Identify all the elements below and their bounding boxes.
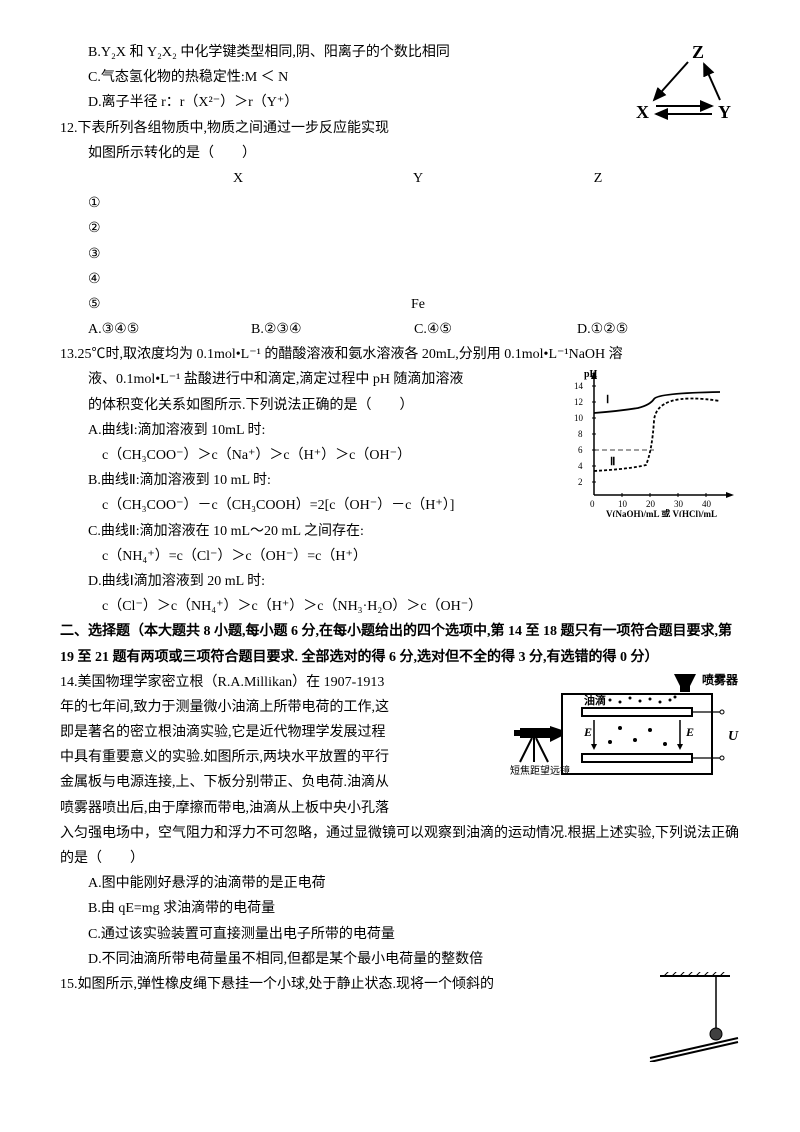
q12-table-header: X Y Z <box>60 166 740 191</box>
q14-l6: 喷雾器喷出后,由于摩擦而带电,油滴从上板中央小孔落 <box>60 796 740 821</box>
node-x: X <box>636 102 649 122</box>
svg-text:U: U <box>728 729 739 744</box>
q13-d2: c（Cl⁻）＞c（NH₄⁺）＞c（H⁺）＞c（NH₃·H₂O）＞c（OH⁻） <box>60 594 740 619</box>
svg-text:Ⅱ: Ⅱ <box>610 456 615 468</box>
svg-text:10: 10 <box>574 413 584 423</box>
node-y: Y <box>718 102 731 122</box>
svg-text:Ⅰ: Ⅰ <box>606 394 609 406</box>
node-z: Z <box>692 42 704 62</box>
q14-b: B.由 qE=mg 求油滴带的电荷量 <box>60 896 740 921</box>
q12-stem-2: 如图所示转化的是（ ） <box>60 141 740 166</box>
svg-text:E: E <box>685 725 694 739</box>
q12-row-2: ② <box>60 216 740 241</box>
q12-opt-d: D.①②⑤ <box>577 317 740 342</box>
millikan-diagram: 喷雾器 油滴 E E U 短焦距望远镜 <box>510 670 740 790</box>
ph-chart: pH 2 4 6 8 10 12 14 0 10 20 30 40 V(NaOH… <box>570 367 740 507</box>
q13-c1: C.曲线Ⅱ:滴加溶液在 10 mL～20 mL 之间存在: <box>60 519 740 544</box>
svg-text:油滴: 油滴 <box>584 693 606 707</box>
q14-l7: 入匀强电场中，空气阻力和浮力不可忽略，通过显微镜可以观察到油滴的运动情况.根据上… <box>60 821 740 871</box>
q12-opt-a: A.③④⑤ <box>88 317 251 342</box>
svg-text:E: E <box>583 725 592 739</box>
section-2-title: 二、选择题（本大题共 8 小题,每小题 6 分,在每小题给出的四个选项中,第 1… <box>60 619 740 669</box>
q12-opt-b: B.②③④ <box>251 317 414 342</box>
q12-row-1: ① <box>60 191 740 216</box>
q12-row-5: ⑤Fe <box>60 292 740 317</box>
svg-text:0: 0 <box>590 499 595 509</box>
svg-text:短焦距望远镜: 短焦距望远镜 <box>510 764 570 777</box>
svg-text:14: 14 <box>574 381 584 391</box>
q13-stem-1: 13.25℃时,取浓度均为 0.1mol•L⁻¹ 的醋酸溶液和氨水溶液各 20m… <box>60 342 740 367</box>
ball-diagram <box>630 972 740 1062</box>
q12-opt-c: C.④⑤ <box>414 317 577 342</box>
q12-row-4: ④ <box>60 267 740 292</box>
svg-text:8: 8 <box>578 429 583 439</box>
svg-text:喷雾器: 喷雾器 <box>702 672 739 687</box>
q13-c2: c（NH₄⁺）=c（Cl⁻）＞c（OH⁻）=c（H⁺） <box>60 544 740 569</box>
q12-row-3: ③ <box>60 242 740 267</box>
svg-text:V(NaOH)/mL 或 V(HCl)/mL: V(NaOH)/mL 或 V(HCl)/mL <box>606 508 717 517</box>
svg-text:2: 2 <box>578 477 583 487</box>
svg-text:20: 20 <box>646 499 656 509</box>
q13-d1: D.曲线Ⅰ滴加溶液到 20 mL 时: <box>60 569 740 594</box>
svg-text:30: 30 <box>674 499 684 509</box>
svg-text:4: 4 <box>578 461 583 471</box>
q14-c: C.通过该实验装置可直接测量出电子所带的电荷量 <box>60 922 740 947</box>
q14-d: D.不同油滴所带电荷量虽不相同,但都是某个最小电荷量的整数倍 <box>60 947 740 972</box>
svg-text:40: 40 <box>702 499 712 509</box>
q12-options: A.③④⑤ B.②③④ C.④⑤ D.①②⑤ <box>60 317 740 342</box>
q14-a: A.图中能刚好悬浮的油滴带的是正电荷 <box>60 871 740 896</box>
svg-text:10: 10 <box>618 499 628 509</box>
triangle-diagram: X Y Z <box>630 40 740 130</box>
svg-text:12: 12 <box>574 397 583 407</box>
svg-text:6: 6 <box>578 445 583 455</box>
